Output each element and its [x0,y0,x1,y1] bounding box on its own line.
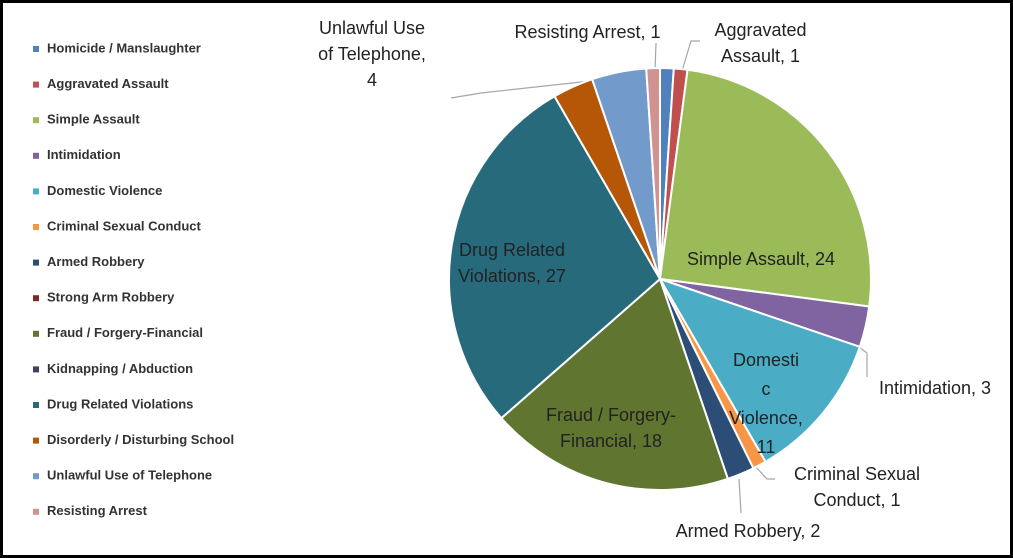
legend-label: Aggravated Assault [47,76,169,91]
legend-label: Criminal Sexual Conduct [47,218,202,233]
leader-line [738,478,742,514]
legend-label: Fraud / Forgery-Financial [47,325,203,340]
leader-line [754,465,775,480]
legend-label: Resisting Arrest [47,503,148,518]
leader-line [858,346,868,377]
legend-swatch [33,152,39,159]
legend-label: Homicide / Manslaughter [47,40,201,55]
legend-label: Simple Assault [47,112,140,127]
data-label: Domestic Violence, 11 [729,350,803,457]
legend-swatch [33,259,39,266]
legend-label: Kidnapping / Abduction [47,361,193,376]
pie-slice [499,277,730,491]
pie-slice [658,68,872,308]
legend-swatch [33,117,39,124]
legend-swatch [33,330,39,337]
data-label: Criminal Sexual Conduct, 1 [793,464,921,510]
legend-label: Strong Arm Robbery [47,290,175,305]
data-label: Drug Related Violations, 27 [458,240,566,286]
data-label: Armed Robbery, 2 [675,521,821,541]
legend-swatch [33,508,39,515]
legend-label: Disorderly / Disturbing School [47,432,234,447]
legend-swatch [33,188,39,195]
legend-label: Armed Robbery [47,254,145,269]
leader-line [654,42,657,72]
legend-swatch [33,402,39,408]
data-label: Resisting Arrest, 1 [514,22,661,42]
data-label: Intimidation, 3 [878,378,992,398]
legend-label: Intimidation [47,147,121,162]
pie-slice [645,66,661,280]
legend-swatch [33,224,39,230]
data-label: Unlawful Use of Telephone, 4 [318,18,426,90]
data-label: Fraud / Forgery-Financial, 18 [545,405,677,451]
legend-swatch [33,81,39,88]
legend-swatch [33,46,39,52]
leader-lines [450,40,868,514]
pie-slice [657,277,862,464]
data-label: Simple Assault, 24 [686,249,836,269]
legend-swatch [33,473,39,480]
legend-label: Unlawful Use of Telephone [47,468,212,483]
legend-swatch [33,295,39,302]
legend-swatch [33,437,39,444]
legend-swatch [33,366,39,373]
pie-slice [448,94,662,420]
leader-line [681,40,700,72]
legend-label: Drug Related Violations [47,396,193,411]
legend-label: Domestic Violence [47,183,162,198]
chart-svg: Homicide / Manslaughter Aggravated Assaul… [33,40,872,518]
data-label: Aggravated Assault, 1 [714,20,807,66]
